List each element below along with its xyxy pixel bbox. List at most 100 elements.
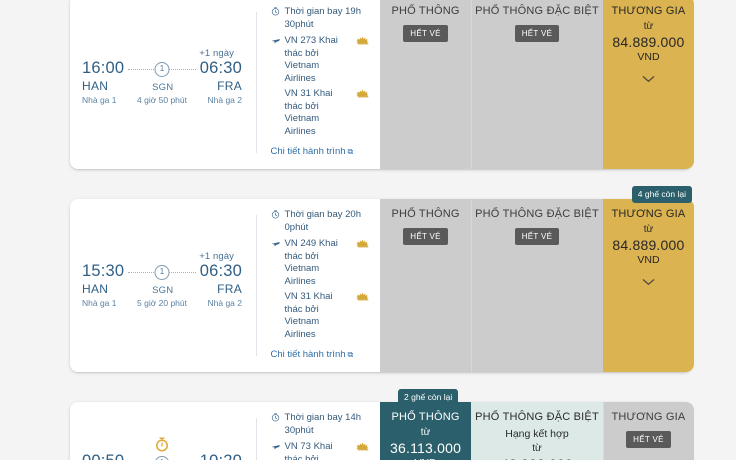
arrive-terminal: Nhà ga 2 [207,298,243,309]
segment-text: VN 73 Khai thác bởi Vietnam Airlines [284,441,333,460]
fare-option-2[interactable]: PHỔ THÔNG ĐẶC BIỆT HẾT VÉ [471,0,603,169]
fare-price: 84.889.000 [612,237,685,253]
times-block: 00:50110:20HANMXPFRANhà ga 21 giờ 20 phú… [70,437,242,460]
fare-class-name: THƯƠNG GIA [611,411,686,423]
route-line: 1 [124,437,199,460]
flight-duration-text: Thời gian bay 14h 30phút [284,412,362,436]
flight-segment: VN 31 Khai thác bởi Vietnam Airlines [271,291,372,341]
depart-airport-code: HAN [82,79,109,94]
price-from-label: từ [643,21,654,32]
flight-segment: VN 273 Khai thác bởi Vietnam Airlines [271,35,372,85]
plane-icon [271,239,285,253]
sold-out-button[interactable]: HẾT VÉ [514,25,560,42]
stop-airport-code: SGN [152,285,174,297]
segment-text: VN 273 Khai thác bởi Vietnam Airlines [284,35,338,84]
plus-day-label: +1 ngày [199,250,234,262]
fare-class-name: PHỔ THÔNG [391,208,460,220]
fare-options: PHỔ THÔNG HẾT VÉ PHỔ THÔNG ĐẶC BIỆT HẾT VÉ T… [380,199,694,372]
layover-duration: 4 giờ 50 phút [137,95,187,106]
currency-label: VND [637,254,660,266]
depart-time: 16:00 [82,58,125,77]
fare-option-1[interactable]: PHỔ THÔNG HẾT VÉ [380,0,472,169]
flight-segment: VN 249 Khai thác bởi Vietnam Airlines [271,238,372,288]
depart-time: 00:50 [82,453,124,460]
depart-time: 15:30 [82,261,125,280]
flight-card: 2 ghế còn lại 00:50110:20HANMXPFRANhà ga … [0,388,736,460]
layover-duration: 5 giờ 20 phút [137,298,187,309]
fare-price: 84.889.000 [612,34,685,50]
flight-duration-text: Thời gian bay 20h 0phút [284,209,361,233]
vietnam-airlines-lotus-icon [356,36,372,50]
fare-class-name: THƯƠNG GIA [611,5,686,17]
vietnam-airlines-lotus-icon [356,89,372,103]
flight-itinerary: 00:50110:20HANMXPFRANhà ga 21 giờ 20 phú… [70,402,380,460]
flight-duration-row: Thời gian bay 19h 30phút [271,6,372,31]
sold-out-button[interactable]: HẾT VÉ [514,228,560,245]
arrive-time: 10:20 [200,453,242,460]
flight-itinerary: +1 ngày 15:30 1 06:30 HAN SGN FRA Nhà ga 1 5 giờ… [70,199,380,372]
external-link-icon: ⧉ [347,350,354,359]
vietnam-airlines-lotus-icon [356,442,372,456]
arrive-airport-code: FRA [217,282,242,297]
fare-price: 36.113.000 [390,440,462,456]
arrive-time: 06:30 [199,58,242,77]
fare-option-3[interactable]: THƯƠNG GIA từ 84.889.000 VND [602,199,694,372]
chevron-down-icon[interactable] [642,273,655,291]
fare-option-2[interactable]: PHỔ THÔNG ĐẶC BIỆT HẾT VÉ [471,199,603,372]
stop-count-marker: 1 [154,265,170,281]
vietnam-airlines-lotus-icon [356,292,372,306]
fare-class-name: THƯƠNG GIA [611,208,686,220]
fare-options: PHỔ THÔNG HẾT VÉ PHỔ THÔNG ĐẶC BIỆT HẾT VÉ T… [380,0,694,169]
itinerary-detail-link[interactable]: Chi tiết hành trình ⧉ [271,349,354,360]
route-line: 1 [124,263,199,281]
seats-left-badge: 2 ghế còn lại [398,389,459,406]
sold-out-button[interactable]: HẾT VÉ [403,228,448,245]
plane-icon [271,442,285,456]
chevron-down-icon[interactable] [642,70,655,88]
arrive-time: 06:30 [199,261,242,280]
divider [256,12,257,153]
price-from-label: từ [532,443,542,454]
fare-price: 42.322.000 [501,456,573,460]
itinerary-detail-link[interactable]: Chi tiết hành trình ⧉ [271,146,354,157]
fare-option-3[interactable]: THƯƠNG GIA từ 84.889.000 VND [602,0,694,169]
times-block: +1 ngày 16:00 1 06:30 HAN SGN FRA Nhà ga 1 4 giờ… [70,48,242,106]
currency-label: VND [414,457,436,460]
segment-text: VN 31 Khai thác bởi Vietnam Airlines [284,291,333,340]
price-from-label: từ [643,224,654,235]
sold-out-button[interactable]: HẾT VÉ [626,431,671,448]
depart-terminal: Nhà ga 1 [82,298,117,309]
vietnam-airlines-lotus-icon [356,239,372,253]
route-line: 1 [124,60,199,78]
flight-card-body: +1 ngày 15:30 1 06:30 HAN SGN FRA Nhà ga 1 5 giờ… [70,199,694,372]
arrive-airport-code: FRA [217,79,242,94]
flight-segment: VN 31 Khai thác bởi Vietnam Airlines [271,88,372,138]
divider [256,215,257,356]
clock-icon [271,413,285,427]
clock-icon [271,210,285,224]
flight-details: Thời gian bay 20h 0phút VN 249 Khai thác … [271,209,380,362]
stop-airport-code: SGN [152,82,174,94]
sold-out-button[interactable]: HẾT VÉ [403,25,448,42]
depart-terminal: Nhà ga 1 [82,95,117,106]
fare-option-1[interactable]: PHỔ THÔNG HẾT VÉ [380,199,472,372]
flight-card-body: +1 ngày 16:00 1 06:30 HAN SGN FRA Nhà ga 1 4 giờ… [70,0,694,169]
plus-day-label: +1 ngày [199,47,234,59]
depart-airport-code: HAN [82,282,109,297]
fare-option-3[interactable]: THƯƠNG GIA HẾT VÉ [602,402,694,460]
flight-duration-row: Thời gian bay 14h 30phút [271,412,372,437]
flight-duration-row: Thời gian bay 20h 0phút [271,209,372,234]
stop-count-marker: 1 [154,62,170,78]
combined-class-label: Hạng kết hợp [505,428,569,440]
fare-class-name: PHỔ THÔNG [391,5,460,17]
external-link-icon: ⧉ [347,147,354,156]
flight-details: Thời gian bay 14h 30phút VN 73 Khai thác … [271,412,380,460]
fare-class-name: PHỔ THÔNG ĐẶC BIỆT [475,411,599,423]
short-layover-timer-icon [155,437,170,458]
plane-icon [271,36,285,50]
fare-option-2[interactable]: PHỔ THÔNG ĐẶC BIỆT Hạng kết hợp từ 42.322.0… [471,402,603,460]
flight-details: Thời gian bay 19h 30phút VN 273 Khai thác… [271,6,380,159]
